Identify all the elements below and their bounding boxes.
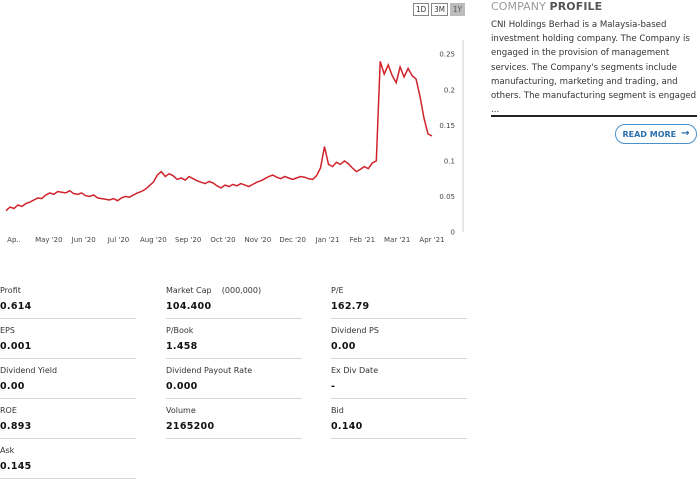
x-tick-label: Mar '21 [384, 236, 410, 244]
y-tick-label: 0.05 [439, 193, 455, 201]
read-more-button[interactable]: READ MORE → [615, 124, 697, 144]
stat-value: 1.458 [166, 341, 198, 352]
x-tick-label: Aug '20 [140, 236, 167, 244]
stat-label: ROE [0, 406, 17, 415]
x-tick-label: May '20 [35, 236, 63, 244]
x-tick-label: Jan '21 [315, 236, 340, 244]
x-axis-ticks: Ap.. May '20 Jun '20 Jul '20 Aug '20 Sep '20 O… [7, 236, 444, 244]
x-tick-label: Ap.. [7, 236, 21, 244]
stat-label: Profit [0, 286, 21, 295]
y-tick-label: 0.25 [439, 51, 455, 59]
stat-ex-div-date: Ex Div Date - [331, 366, 467, 399]
x-tick-label: Apr '21 [419, 236, 444, 244]
stat-value: 0.893 [0, 421, 32, 432]
range-1d-button[interactable]: 1D [413, 3, 430, 16]
stat-value: 0.00 [0, 381, 25, 392]
stat-value: 2165200 [166, 421, 215, 432]
stat-label: Bid [331, 406, 344, 415]
stat-label: Ex Div Date [331, 366, 379, 375]
stat-label: Dividend Payout Rate [166, 366, 253, 375]
stat-eps: EPS 0.001 [0, 326, 136, 359]
y-axis-ticks: 0 0.05 0.1 0.15 0.2 0.25 [439, 51, 455, 237]
range-1y-button[interactable]: 1Y [449, 3, 465, 16]
profile-title-bold: PROFILE [549, 0, 603, 13]
stat-bid: Bid 0.140 [331, 406, 467, 439]
stat-label: Dividend PS [331, 326, 379, 335]
x-tick-label: Nov '20 [244, 236, 271, 244]
x-tick-label: Feb '21 [350, 236, 375, 244]
stat-value: 0.140 [331, 421, 363, 432]
company-profile: COMPANY PROFILE CNI Holdings Berhad is a… [491, 0, 697, 144]
stat-value: 162.79 [331, 301, 370, 312]
y-tick-label: 0.15 [439, 122, 455, 130]
stat-label: P/Book [166, 326, 194, 335]
stat-label: Volume [166, 406, 196, 415]
y-tick-label: 0.2 [444, 86, 455, 94]
stat-dividend-ps: Dividend PS 0.00 [331, 326, 467, 359]
stat-dividend-payout-rate: Dividend Payout Rate 0.000 [166, 366, 302, 399]
stat-profit: Profit 0.614 [0, 286, 136, 319]
arrow-right-icon: → [681, 128, 690, 139]
y-tick-label: 0 [451, 229, 455, 237]
stat-pbook: P/Book 1.458 [166, 326, 302, 359]
x-tick-label: Jun '20 [71, 236, 96, 244]
price-chart: 0 0.05 0.1 0.15 0.2 0.25 Ap.. May '20 Jun '20 Ju… [5, 40, 464, 244]
stat-value: - [331, 381, 336, 392]
stat-value: 0.614 [0, 301, 32, 312]
stat-market-cap: Market Cap (000,000) 104.400 [166, 286, 302, 319]
range-3m-button[interactable]: 3M [431, 3, 448, 16]
stat-pe: P/E 162.79 [331, 286, 467, 319]
stat-label: Dividend Yield [0, 366, 58, 375]
stat-roe: ROE 0.893 [0, 406, 136, 439]
profile-title-light: COMPANY [491, 0, 546, 13]
stat-label: Market Cap (000,000) [166, 286, 262, 295]
stat-value: 0.145 [0, 461, 32, 472]
stat-value: 0.000 [166, 381, 198, 392]
stat-ask: Ask 0.145 [0, 446, 136, 479]
stat-value: 0.00 [331, 341, 356, 352]
stat-label: Ask [0, 446, 15, 455]
read-more-label: READ MORE [622, 129, 677, 139]
stat-label: EPS [0, 326, 15, 335]
stat-volume: Volume 2165200 [166, 406, 302, 439]
x-tick-label: Sep '20 [175, 236, 201, 244]
x-tick-label: Oct '20 [210, 236, 235, 244]
stat-label: P/E [331, 286, 344, 295]
profile-description: CNI Holdings Berhad is a Malaysia-based … [491, 20, 697, 116]
profile-divider [491, 115, 697, 117]
x-tick-label: Dec '20 [279, 236, 306, 244]
stat-dividend-yield: Dividend Yield 0.00 [0, 366, 136, 399]
stat-value: 104.400 [166, 301, 212, 312]
y-tick-label: 0.1 [444, 157, 455, 165]
stat-value: 0.001 [0, 341, 32, 352]
range-selector: 1D 3M 1Y [413, 3, 465, 16]
price-line [5, 61, 433, 212]
x-tick-label: Jul '20 [107, 236, 130, 244]
profile-title: COMPANY PROFILE [491, 0, 697, 13]
